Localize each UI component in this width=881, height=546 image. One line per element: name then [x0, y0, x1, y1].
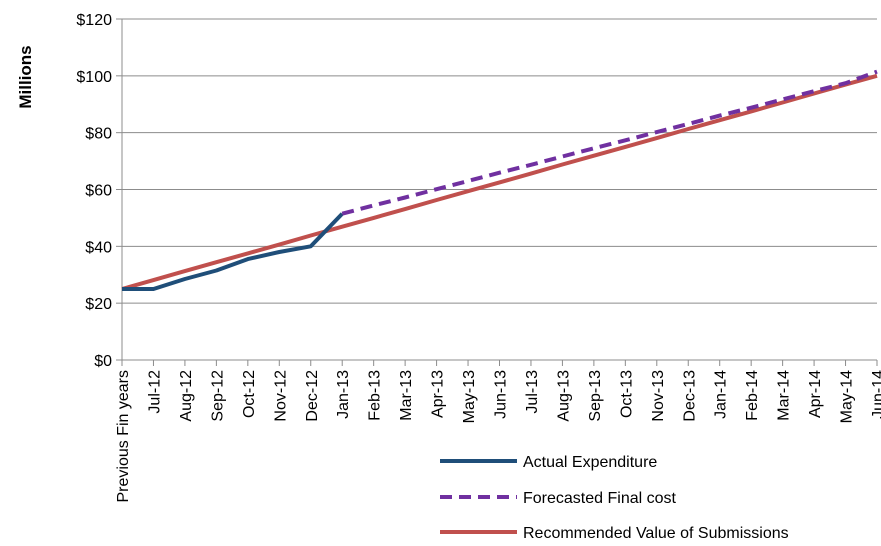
axes: [116, 18, 878, 366]
x-tick-label: Jan-13: [335, 370, 352, 419]
x-tick-label: Nov-13: [650, 370, 667, 422]
legend-label: Actual Expenditure: [523, 454, 657, 471]
x-tick-label: Aug-12: [178, 370, 195, 422]
x-tick-label: Oct-12: [241, 370, 258, 418]
series-line-forecasted-final-cost: [341, 69, 878, 216]
legend-label: Forecasted Final cost: [523, 490, 677, 507]
x-tick-label: Feb-13: [367, 370, 384, 421]
x-tick-label: Aug-13: [555, 370, 572, 422]
y-tick-label: $120: [76, 12, 112, 29]
y-tick-label: $60: [85, 183, 112, 200]
x-tick-label: Dec-12: [304, 370, 321, 422]
x-tick-label: Oct-13: [618, 370, 635, 418]
y-tick-label: $0: [94, 353, 112, 370]
x-tick-label: Dec-13: [681, 370, 698, 422]
x-tick-label: May-14: [839, 370, 856, 423]
x-tick-label: Mar-13: [398, 370, 415, 421]
x-tick-label: Jan-14: [713, 370, 730, 419]
y-tick-label: $20: [85, 296, 112, 313]
x-tick-label: Jun-14: [870, 370, 881, 419]
gridlines: [122, 18, 877, 304]
series-lines: [121, 69, 878, 291]
x-tick-label: Sep-13: [587, 370, 604, 422]
x-tick-label: Apr-13: [430, 370, 447, 418]
x-tick-label: Previous Fin years: [115, 370, 132, 503]
x-tick-label: Jul-12: [146, 370, 163, 414]
x-axis-ticks: Previous Fin years Jul-12 Aug-12 Sep-12 Oct-…: [115, 370, 881, 503]
series-line-actual-expenditure: [122, 212, 344, 291]
x-tick-label: Jul-13: [524, 370, 541, 414]
x-tick-label: Nov-12: [272, 370, 289, 422]
x-tick-label: Apr-14: [807, 370, 824, 418]
y-tick-label: $80: [85, 126, 112, 143]
x-tick-label: May-13: [461, 370, 478, 423]
y-tick-label: $100: [76, 69, 112, 86]
x-tick-label: Mar-14: [776, 370, 793, 421]
x-tick-label: Feb-14: [744, 370, 761, 421]
series-line-recommended-value-of-submissions: [121, 73, 878, 291]
y-tick-label: $40: [85, 239, 112, 256]
y-axis-title: Millions: [16, 45, 35, 108]
x-tick-label: Sep-12: [209, 370, 226, 422]
legend-label: Recommended Value of Submissions: [523, 525, 789, 542]
legend: Actual Expenditure Forecasted Final cost R…: [440, 454, 789, 542]
x-tick-label: Jun-13: [493, 370, 510, 419]
y-axis-ticks: $0 $20 $40 $60 $80 $100 $120: [76, 12, 112, 370]
